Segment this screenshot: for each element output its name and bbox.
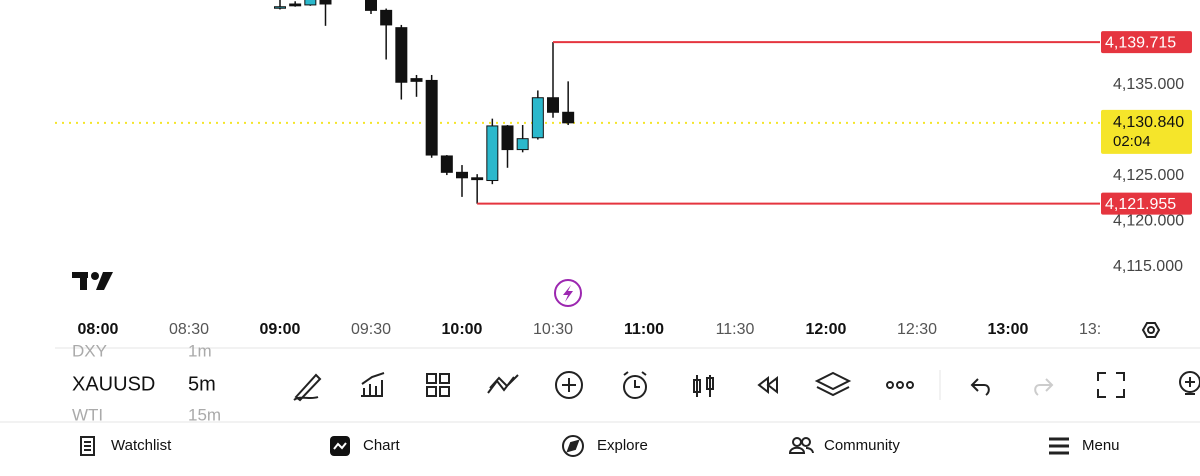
x-tick-label: 10:00 (442, 321, 483, 338)
y-tick-label: 4,115.000 (1113, 258, 1183, 275)
candle-body (531, 97, 544, 139)
x-tick-label: 13:30 (1079, 321, 1119, 338)
community-icon[interactable] (788, 437, 814, 454)
chart-icon-line (333, 442, 347, 450)
y-tick-label: 4,135.000 (1113, 76, 1184, 93)
more-icon[interactable] (886, 381, 914, 389)
lightning-button[interactable] (554, 279, 582, 307)
x-tick-label: 09:30 (351, 321, 391, 338)
candle-body (365, 0, 377, 11)
y-tick-label: 4,125.000 (1113, 167, 1184, 184)
candle-body (289, 3, 302, 7)
candle-body (562, 111, 575, 124)
price-label: 4,139.715 (1105, 34, 1176, 51)
candle-body (425, 79, 438, 156)
candle-body (516, 138, 529, 151)
prev-interval[interactable]: 1m (188, 341, 212, 360)
y-tick-label: 4,120.000 (1113, 213, 1184, 230)
candle-body (471, 177, 484, 181)
nav-watchlist[interactable]: Watchlist (111, 437, 172, 454)
indicator-icon[interactable] (361, 372, 385, 397)
time-axis: 08:00 08:30 09:00 09:30 10:00 10:30 11:00 11:30… (78, 321, 1119, 338)
idea-icon[interactable] (1179, 371, 1200, 395)
candle-body (274, 6, 286, 9)
layers-icon[interactable] (814, 371, 852, 397)
x-tick-label: 12:30 (897, 321, 937, 338)
x-tick-label: 11:00 (624, 321, 664, 338)
layout-icon[interactable] (426, 373, 450, 397)
candle-body (395, 27, 408, 83)
candle-body (486, 125, 499, 182)
price-axis: 4,115.000 4,120.000 4,125.000 4,135.000 4,13… (1101, 31, 1192, 275)
candle-icon[interactable] (693, 375, 714, 397)
next-symbol[interactable]: WTI (72, 405, 103, 424)
candle-body (547, 97, 559, 113)
toolbar-icons (293, 371, 1200, 402)
watchlist-icon[interactable] (80, 436, 95, 456)
candle-body (304, 0, 317, 6)
price-label-box (1101, 31, 1192, 54)
x-tick-label: 11:30 (716, 321, 755, 338)
candle-body (380, 9, 393, 26)
next-interval[interactable]: 15m (188, 405, 221, 424)
replay-icon[interactable] (757, 375, 778, 395)
x-tick-label: 09:00 (260, 321, 301, 338)
interval[interactable]: 5m (188, 373, 216, 395)
alert-icon[interactable] (623, 371, 647, 399)
menu-icon[interactable] (1049, 437, 1069, 455)
plot (55, 0, 1100, 205)
candle-body (456, 171, 468, 179)
current-price-label: 4,130.840 (1113, 114, 1184, 131)
draw-icon[interactable] (293, 373, 322, 402)
nav-explore[interactable]: Explore (597, 437, 648, 454)
explore-icon[interactable] (562, 435, 584, 457)
x-tick-label: 13:00 (988, 321, 1029, 338)
nav-chart[interactable]: Chart (363, 437, 401, 454)
candle-body (410, 78, 423, 82)
x-tick-label: 08:00 (78, 321, 119, 338)
countdown: 02:04 (1113, 133, 1151, 150)
price-label: 4,121.955 (1105, 196, 1176, 213)
candle-body (440, 155, 453, 173)
x-tick-label: 08:30 (169, 321, 209, 338)
prev-symbol[interactable]: DXY (72, 341, 107, 360)
price-label-box (1101, 192, 1192, 215)
x-tick-label: 12:00 (806, 321, 847, 338)
nav-icons (80, 435, 1069, 457)
candle-body (501, 125, 514, 151)
compare-icon[interactable] (487, 374, 519, 394)
nav-menu[interactable]: Menu (1082, 437, 1120, 454)
candle-body (319, 0, 332, 5)
undo-icon[interactable] (970, 378, 990, 396)
fullscreen-icon[interactable] (1097, 372, 1125, 398)
x-tick-label: 10:30 (533, 321, 573, 338)
redo-icon[interactable] (1034, 378, 1054, 396)
add-icon[interactable] (555, 371, 583, 399)
current-price-box (1101, 109, 1192, 154)
settings-icon[interactable] (1141, 322, 1161, 338)
symbol[interactable]: XAUUSD (72, 373, 155, 395)
logo (72, 272, 113, 290)
nav-community[interactable]: Community (824, 437, 900, 454)
